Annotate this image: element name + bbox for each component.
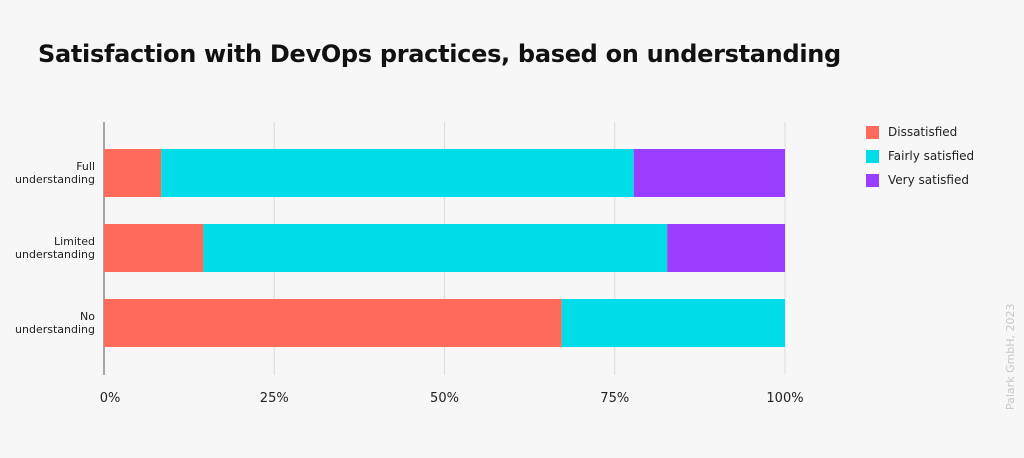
bar-segment: [667, 224, 785, 272]
bar-segment: [104, 299, 562, 347]
bar-segment: [561, 299, 785, 347]
x-tick-label: 0%: [100, 391, 121, 406]
bar-segment: [633, 149, 785, 197]
bar-segment: [161, 149, 634, 197]
legend-swatch: [866, 149, 879, 163]
credit: Palark GmbH, 2023: [1004, 303, 1017, 410]
legend-item-dissatisfied: Dissatisfied: [866, 120, 974, 144]
bar-segment: [203, 224, 668, 272]
chart-title: Satisfaction with DevOps practices, base…: [38, 40, 841, 68]
legend-swatch: [866, 173, 879, 187]
x-tick-label: 25%: [260, 391, 289, 406]
bar-segment: [104, 224, 204, 272]
x-tick-label: 75%: [600, 391, 629, 406]
y-tick-label: Limited understanding: [15, 235, 95, 261]
legend: Dissatisfied Fairly satisfied Very satis…: [866, 120, 974, 192]
legend-item-very-satisfied: Very satisfied: [866, 168, 974, 192]
legend-item-fairly-satisfied: Fairly satisfied: [866, 144, 974, 168]
legend-label: Fairly satisfied: [888, 149, 975, 163]
y-tick-label: Full understanding: [15, 160, 95, 186]
legend-label: Dissatisfied: [888, 125, 958, 139]
legend-label: Very satisfied: [888, 173, 969, 187]
y-tick-label: No understanding: [15, 310, 95, 336]
x-tick-label: 100%: [766, 391, 803, 406]
legend-swatch: [866, 125, 879, 139]
bar-segment: [104, 149, 162, 197]
x-tick-label: 50%: [430, 391, 459, 406]
